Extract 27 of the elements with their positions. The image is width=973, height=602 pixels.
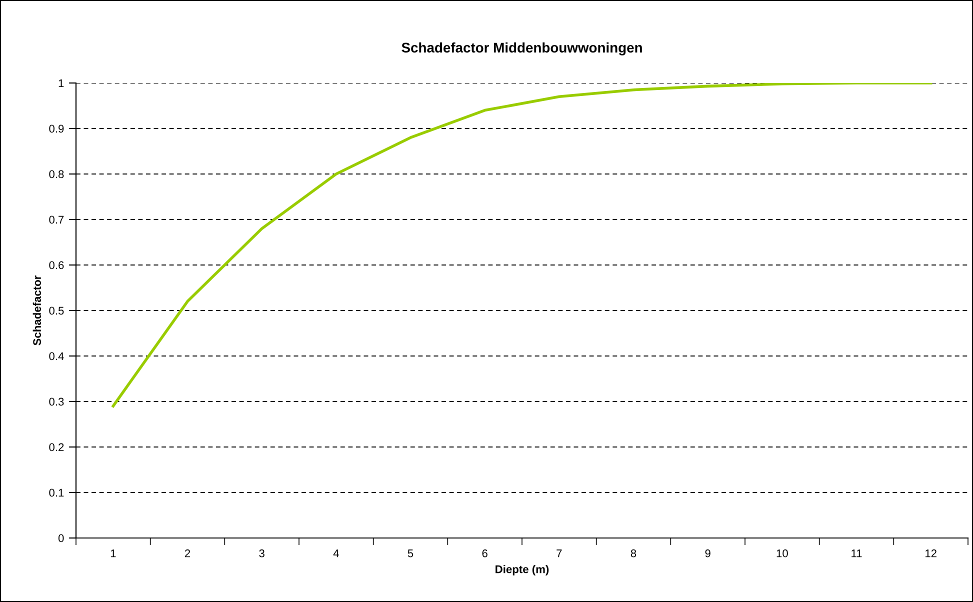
x-tick-label: 11 [852,550,862,558]
x-tick-label: 9 [705,549,710,558]
x-tick-label: 6 [482,549,488,558]
y-tick-label: 0.1 [49,488,64,497]
x-tick-label: 8 [630,549,636,558]
x-tick-label: 3 [259,549,264,558]
y-tick-label: 0.2 [49,443,64,452]
x-tick-label: 12 [926,549,936,558]
y-tick-label: 0.6 [49,261,64,270]
y-tick-label: 0.5 [49,306,64,315]
x-tick-label: 4 [333,550,339,558]
x-tick-label: 5 [408,550,414,558]
y-tick-label: 1 [58,79,64,88]
x-axis-title: Diepte (m) [496,565,549,576]
x-tick-label: 7 [556,550,562,558]
y-tick-label: 0.7 [49,216,64,224]
x-tick-label: 2 [184,549,190,558]
y-tick-label: 0.9 [49,124,64,133]
x-tick-label: 1 [110,550,116,558]
y-tick-label: 0.8 [49,170,64,178]
line-series [112,83,932,408]
chart-title: Schadefactor Middenbouwwoningen [402,42,642,56]
x-tick-label: 10 [776,549,788,558]
y-tick-label: 0 [58,534,64,542]
y-tick-label: 0.3 [49,398,64,406]
y-axis-title: Schadefactor [32,275,41,346]
y-tick-label: 0.4 [49,352,64,360]
